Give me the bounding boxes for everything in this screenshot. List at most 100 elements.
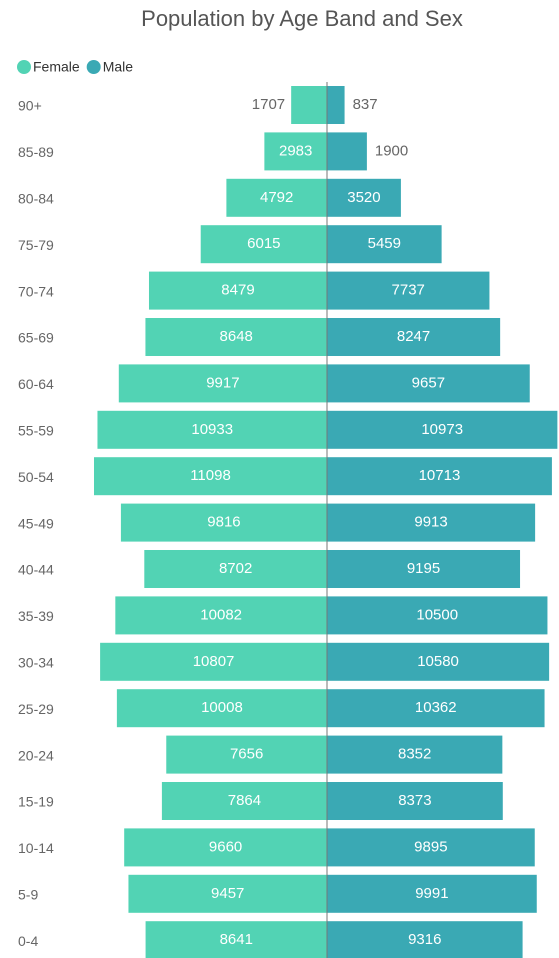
y-tick-label: 85-89 [18, 144, 54, 160]
data-label: 9195 [407, 560, 440, 577]
bar [327, 225, 442, 264]
data-label: 11098 [190, 467, 231, 484]
legend-label: Female [33, 59, 80, 75]
data-label: 7656 [230, 746, 263, 763]
y-tick-label: 50-54 [18, 469, 54, 485]
data-label: 8247 [397, 328, 430, 345]
bar [291, 86, 327, 124]
bar [327, 86, 345, 124]
data-label: 8373 [398, 792, 431, 809]
bar [327, 735, 503, 774]
bar [327, 874, 537, 913]
bar [327, 271, 490, 310]
y-tick-label: 35-39 [18, 608, 54, 624]
bar [128, 874, 327, 913]
data-label: 1900 [375, 142, 408, 159]
data-label: 9913 [414, 514, 447, 531]
data-label: 837 [353, 96, 378, 113]
legend-label: Male [103, 59, 134, 75]
data-label: 9816 [207, 514, 240, 531]
bar [161, 782, 327, 820]
bar [116, 689, 327, 728]
data-label: 8352 [398, 746, 431, 763]
y-tick-label: 20-24 [18, 747, 54, 763]
data-label: 9316 [408, 931, 441, 948]
data-label: 9657 [412, 374, 445, 391]
data-label: 9660 [209, 838, 242, 855]
legend-swatch [17, 60, 31, 74]
bar [118, 364, 327, 403]
data-label: 9457 [211, 885, 244, 902]
bar [115, 596, 327, 635]
y-tick-label: 75-79 [18, 237, 54, 253]
bar [327, 642, 550, 681]
bar [145, 318, 327, 356]
y-tick-label: 0-4 [18, 933, 38, 949]
data-label: 10713 [419, 467, 461, 484]
bar [327, 782, 503, 820]
y-tick-label: 65-69 [18, 330, 54, 346]
data-label: 10008 [201, 699, 243, 716]
bar [144, 550, 327, 588]
data-label: 9895 [414, 838, 447, 855]
legend-swatch [86, 60, 101, 74]
bar [327, 410, 558, 449]
bar [226, 178, 327, 217]
bar [327, 921, 523, 958]
data-label: 5459 [368, 235, 401, 252]
bar [327, 318, 501, 356]
data-label: 10580 [417, 653, 459, 670]
bar [200, 225, 327, 264]
bar [124, 828, 327, 867]
bar [327, 550, 521, 588]
data-label: 10973 [421, 421, 463, 438]
data-label: 2983 [279, 142, 312, 159]
bar [120, 503, 327, 542]
data-label: 10933 [191, 421, 233, 438]
data-label: 1707 [252, 96, 285, 113]
bar [264, 132, 327, 171]
y-tick-label: 40-44 [18, 562, 54, 578]
data-label: 10500 [416, 606, 458, 623]
data-label: 10362 [415, 699, 457, 716]
data-label: 9917 [206, 374, 239, 391]
y-tick-label: 15-19 [18, 794, 54, 810]
data-label: 7737 [392, 282, 425, 299]
y-tick-label: 45-49 [18, 515, 54, 531]
bar [100, 642, 327, 681]
bar [97, 410, 327, 449]
bar [327, 828, 535, 867]
data-label: 8648 [220, 328, 253, 345]
bar [327, 364, 530, 403]
data-label: 8702 [219, 560, 252, 577]
bar [327, 689, 545, 728]
data-label: 10082 [200, 606, 242, 623]
y-tick-label: 25-29 [18, 701, 54, 717]
data-label: 7864 [228, 792, 261, 809]
bar [327, 132, 367, 171]
y-tick-label: 70-74 [18, 283, 54, 299]
bar [327, 457, 552, 496]
y-tick-label: 55-59 [18, 423, 54, 439]
data-label: 4792 [260, 189, 293, 206]
y-tick-label: 60-64 [18, 376, 54, 392]
y-tick-label: 30-34 [18, 655, 54, 671]
chart-title: Population by Age Band and Sex [141, 6, 463, 31]
y-tick-label: 10-14 [18, 840, 54, 856]
bar [327, 503, 536, 542]
y-tick-label: 5-9 [18, 887, 38, 903]
bar [327, 178, 401, 217]
data-label: 6015 [247, 235, 280, 252]
data-label: 9991 [415, 885, 448, 902]
bar [148, 271, 327, 310]
bar [145, 921, 327, 958]
y-tick-label: 80-84 [18, 191, 54, 207]
bar [166, 735, 327, 774]
data-label: 3520 [347, 189, 380, 206]
data-label: 10807 [193, 653, 235, 670]
bar [327, 596, 548, 635]
data-label: 8479 [221, 282, 254, 299]
bar [94, 457, 327, 496]
y-tick-label: 90+ [18, 98, 42, 114]
